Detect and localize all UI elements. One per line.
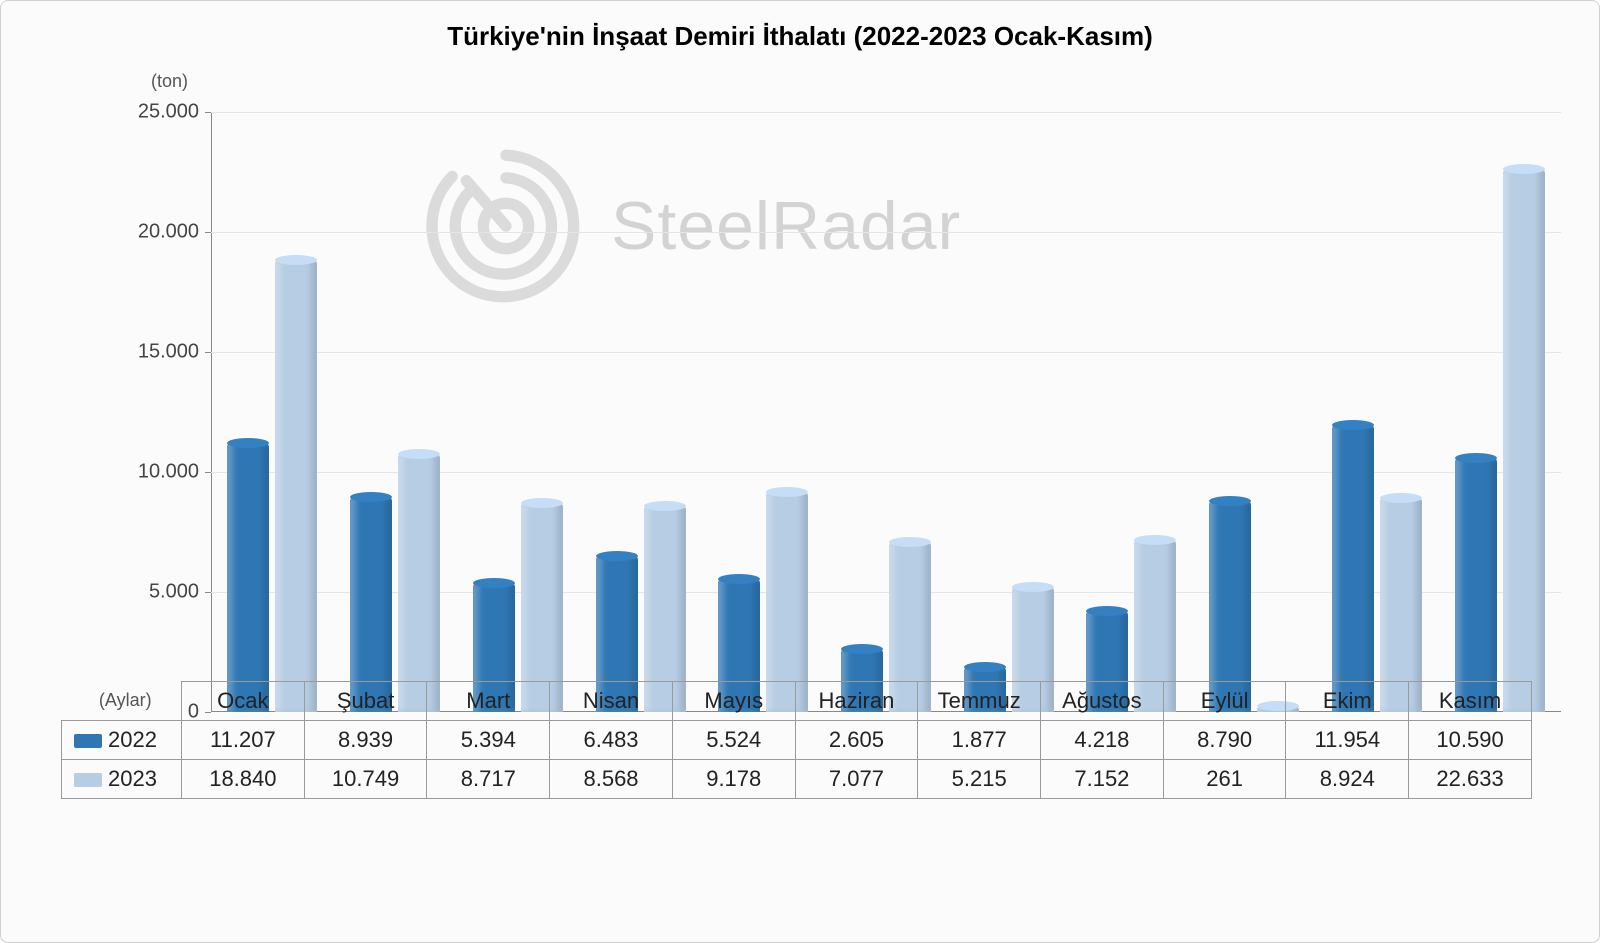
plot-area: 05.00010.00015.00020.00025.000 xyxy=(211,112,1561,712)
table-cell: 5.524 xyxy=(672,721,795,760)
bar xyxy=(275,260,317,712)
table-cell: 8.717 xyxy=(427,760,550,799)
y-axis-tick-label: 15.000 xyxy=(138,341,211,364)
table-cell: 9.178 xyxy=(672,760,795,799)
y-axis-tick-label: 20.000 xyxy=(138,221,211,244)
x-axis-unit-label: (Aylar) xyxy=(62,682,182,721)
grid-line xyxy=(211,232,1561,233)
table-cell: 4.218 xyxy=(1041,721,1164,760)
table-cell: 2.605 xyxy=(795,721,918,760)
category-header: Temmuz xyxy=(918,682,1041,721)
bar xyxy=(766,492,808,712)
category-header: Ocak xyxy=(182,682,305,721)
category-header: Ekim xyxy=(1286,682,1409,721)
table-cell: 10.749 xyxy=(304,760,427,799)
category-header: Ağustos xyxy=(1041,682,1164,721)
legend-item: 2022 xyxy=(62,721,182,760)
bar xyxy=(1503,169,1545,712)
category-header: Eylül xyxy=(1163,682,1286,721)
category-header: Kasım xyxy=(1409,682,1532,721)
category-header: Haziran xyxy=(795,682,918,721)
table-cell: 5.215 xyxy=(918,760,1041,799)
table-cell: 8.568 xyxy=(550,760,673,799)
table-cell: 8.939 xyxy=(304,721,427,760)
table-cell: 22.633 xyxy=(1409,760,1532,799)
table-cell: 11.954 xyxy=(1286,721,1409,760)
legend-swatch xyxy=(74,734,102,748)
bar xyxy=(227,443,269,712)
table-cell: 261 xyxy=(1163,760,1286,799)
y-axis-unit-label: (ton) xyxy=(151,71,188,92)
y-axis-tick-label: 10.000 xyxy=(138,461,211,484)
table-cell: 7.152 xyxy=(1041,760,1164,799)
grid-line xyxy=(211,112,1561,113)
bar-group xyxy=(334,454,457,712)
legend-swatch xyxy=(74,773,102,787)
bar xyxy=(398,454,440,712)
y-axis-tick-label: 5.000 xyxy=(149,581,211,604)
bar xyxy=(1332,425,1374,712)
legend-label: 2023 xyxy=(108,766,157,791)
bar-group xyxy=(1316,425,1439,712)
legend-label: 2022 xyxy=(108,727,157,752)
table-cell: 18.840 xyxy=(182,760,305,799)
y-axis-tick-label: 25.000 xyxy=(138,101,211,124)
bar xyxy=(350,497,392,712)
bar-group xyxy=(211,260,334,712)
table-cell: 8.924 xyxy=(1286,760,1409,799)
legend-item: 2023 xyxy=(62,760,182,799)
table-cell: 6.483 xyxy=(550,721,673,760)
bar-group xyxy=(702,492,825,712)
category-header: Mart xyxy=(427,682,550,721)
bar xyxy=(1455,458,1497,712)
grid-line xyxy=(211,352,1561,353)
table-cell: 7.077 xyxy=(795,760,918,799)
bar-group xyxy=(1438,169,1561,712)
data-table: (Aylar)OcakŞubatMartNisanMayısHaziranTem… xyxy=(61,681,1532,799)
table-cell: 1.877 xyxy=(918,721,1041,760)
chart-frame: Türkiye'nin İnşaat Demiri İthalatı (2022… xyxy=(0,0,1600,943)
bar xyxy=(1380,498,1422,712)
table-cell: 11.207 xyxy=(182,721,305,760)
category-header: Şubat xyxy=(304,682,427,721)
category-header: Mayıs xyxy=(672,682,795,721)
table-cell: 8.790 xyxy=(1163,721,1286,760)
table-cell: 10.590 xyxy=(1409,721,1532,760)
chart-title: Türkiye'nin İnşaat Demiri İthalatı (2022… xyxy=(31,21,1569,52)
table-cell: 5.394 xyxy=(427,721,550,760)
category-header: Nisan xyxy=(550,682,673,721)
